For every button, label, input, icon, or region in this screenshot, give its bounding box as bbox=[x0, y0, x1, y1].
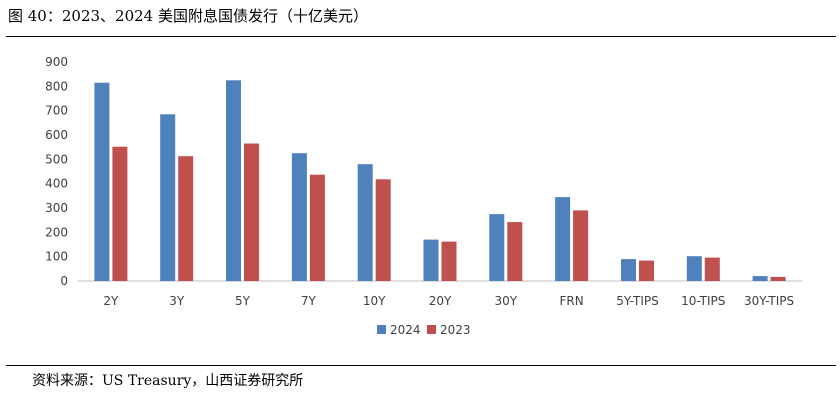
y-tick-label: 100 bbox=[45, 250, 68, 264]
bar-2024-30Y-TIPS bbox=[752, 276, 768, 281]
y-tick-label: 600 bbox=[45, 128, 68, 142]
bar-2023-30Y bbox=[507, 222, 523, 281]
legend-label-2023: 2023 bbox=[440, 323, 471, 337]
bar-2024-30Y bbox=[489, 214, 505, 281]
x-tick-label: 30Y bbox=[494, 294, 517, 308]
source-note: 资料来源：US Treasury，山西证券研究所 bbox=[32, 373, 304, 389]
x-tick-label: 10Y bbox=[363, 294, 386, 308]
bars bbox=[94, 80, 786, 282]
y-tick-label: 200 bbox=[45, 225, 68, 239]
y-tick-label: 0 bbox=[60, 274, 68, 288]
bar-2024-5Y-TIPS bbox=[621, 259, 636, 281]
bar-2023-20Y bbox=[441, 241, 457, 281]
bar-2023-7Y bbox=[309, 174, 325, 281]
x-tick-label: 20Y bbox=[429, 294, 452, 308]
bar-2023-3Y bbox=[178, 156, 194, 281]
legend: 2024 2023 bbox=[377, 323, 471, 337]
x-tick-label: 2Y bbox=[103, 294, 119, 308]
bottom-rule bbox=[6, 365, 836, 366]
x-tick-label: 5Y-TIPS bbox=[616, 294, 659, 308]
y-tick-label: 700 bbox=[45, 104, 68, 118]
bar-2023-10Y bbox=[375, 179, 391, 281]
y-tick-label: 400 bbox=[45, 177, 68, 191]
legend-swatch-2024 bbox=[377, 325, 386, 334]
bar-2024-2Y bbox=[94, 82, 110, 281]
bar-2023-5Y bbox=[244, 143, 259, 281]
legend-label-2024: 2024 bbox=[390, 323, 421, 337]
bar-2024-FRN bbox=[555, 197, 571, 281]
legend-swatch-2023 bbox=[427, 325, 436, 334]
x-tick-label: 10-TIPS bbox=[681, 294, 725, 308]
bar-2024-7Y bbox=[291, 153, 307, 281]
bar-2024-3Y bbox=[160, 114, 176, 281]
x-axis: 2Y 3Y 5Y 7Y 10Y 20Y 30Y FRN 5Y-TIPS 10-TIPS 30Y-TI… bbox=[103, 294, 794, 308]
x-tick-label: 5Y bbox=[235, 294, 251, 308]
bar-2023-2Y bbox=[112, 146, 128, 281]
bar-chart: 0 100 200 300 400 500 600 700 800 900 2Y 3Y 5Y 7Y 10Y… bbox=[45, 55, 802, 337]
bar-2024-20Y bbox=[423, 239, 439, 281]
bar-2023-5Y-TIPS bbox=[639, 260, 654, 281]
figure-title: 图 40：2023、2024 美国附息国债发行（十亿美元） bbox=[8, 7, 368, 25]
bar-2023-30Y-TIPS bbox=[770, 276, 786, 281]
y-tick-label: 500 bbox=[45, 152, 68, 166]
bar-2024-10Y bbox=[357, 164, 373, 281]
bar-2023-10-TIPS bbox=[704, 257, 720, 281]
y-tick-label: 900 bbox=[45, 55, 68, 69]
x-tick-label: 3Y bbox=[169, 294, 185, 308]
top-rule bbox=[6, 36, 836, 37]
bar-2024-10-TIPS bbox=[686, 256, 702, 281]
x-tick-label: 7Y bbox=[301, 294, 317, 308]
y-axis: 0 100 200 300 400 500 600 700 800 900 bbox=[45, 55, 68, 288]
bar-2023-FRN bbox=[573, 210, 589, 281]
bar-2024-5Y bbox=[226, 80, 241, 282]
x-tick-label: 30Y-TIPS bbox=[744, 294, 794, 308]
y-tick-label: 800 bbox=[45, 79, 68, 93]
y-tick-label: 300 bbox=[45, 201, 68, 215]
x-tick-label: FRN bbox=[559, 294, 583, 308]
